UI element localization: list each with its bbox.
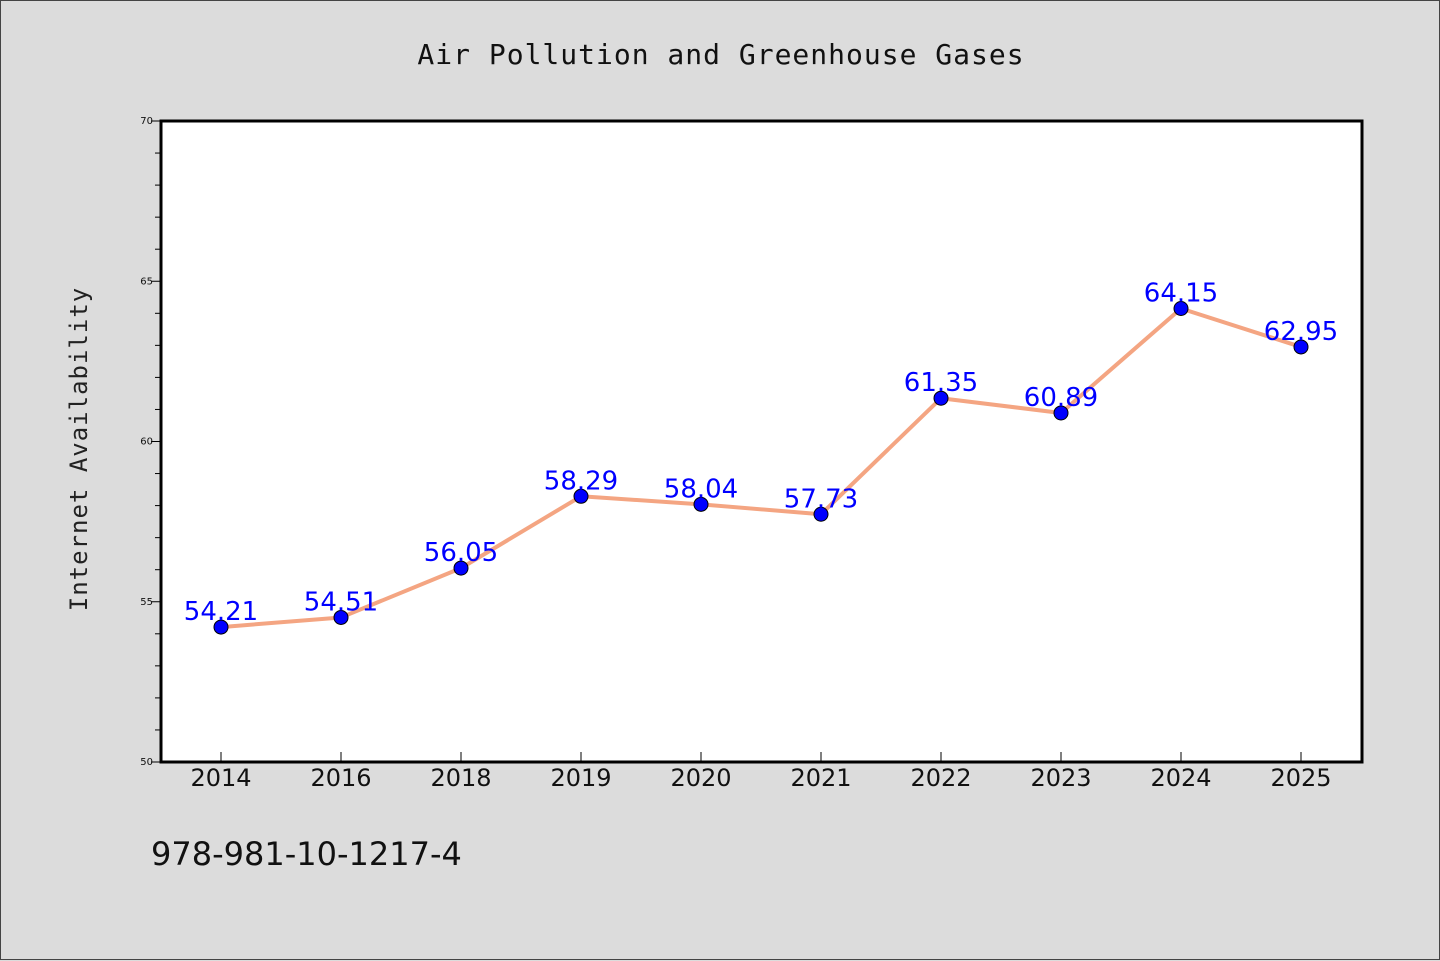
- data-label: 56.05: [424, 538, 498, 568]
- isbn-footer: 978-981-10-1217-4: [151, 835, 462, 873]
- series-polyline: [220, 306, 1302, 630]
- x-tick-label: 2021: [790, 764, 851, 792]
- data-label: 58.04: [664, 474, 738, 504]
- data-label: 54.21: [184, 597, 258, 627]
- plot-area: [159, 119, 1364, 764]
- y-tick-label: 50: [140, 757, 153, 768]
- y-tick-label: 65: [140, 276, 153, 287]
- series-line: [213, 300, 1309, 635]
- data-label: 62.95: [1264, 317, 1338, 347]
- data-label: 61.35: [904, 368, 978, 398]
- x-tick-label: 2024: [1150, 764, 1211, 792]
- x-tick-label: 2016: [310, 764, 371, 792]
- data-point: [813, 506, 829, 522]
- data-label: 60.89: [1024, 383, 1098, 413]
- x-tick-label: 2025: [1270, 764, 1331, 792]
- x-axis: 2014 2016 2018 2019 2020 2021 2022 2023 2024 2025: [190, 752, 1332, 792]
- data-point: [1173, 300, 1189, 316]
- x-tick-label: 2020: [670, 764, 731, 792]
- y-axis-label: Internet Availability: [65, 287, 93, 611]
- y-tick-label: 60: [140, 437, 153, 448]
- data-point: [693, 496, 709, 512]
- chart-title: Air Pollution and Greenhouse Gases: [417, 38, 1024, 71]
- y-tick-label: 55: [140, 597, 153, 608]
- data-point: [453, 560, 469, 576]
- x-tick-label: 2018: [430, 764, 491, 792]
- data-label: 58.29: [544, 466, 618, 496]
- data-label: 64.15: [1144, 278, 1218, 308]
- x-tick-label: 2019: [550, 764, 611, 792]
- data-label: 57.73: [784, 484, 858, 514]
- y-tick-label: 70: [140, 116, 153, 127]
- data-point: [573, 488, 589, 504]
- data-point: [933, 390, 949, 406]
- data-point: [213, 619, 229, 635]
- data-point: [1293, 339, 1309, 355]
- data-label: 54.51: [304, 587, 378, 617]
- data-point: [333, 609, 349, 625]
- y-axis: 50 55 60 65 70: [140, 116, 161, 768]
- x-tick-label: 2023: [1030, 764, 1091, 792]
- data-labels: 54.21 54.51 56.05 58.29 58.04 57.73 61.35 60.89…: [184, 278, 1338, 627]
- x-tick-label: 2014: [190, 764, 251, 792]
- x-tick-label: 2022: [910, 764, 971, 792]
- data-point: [1053, 405, 1069, 421]
